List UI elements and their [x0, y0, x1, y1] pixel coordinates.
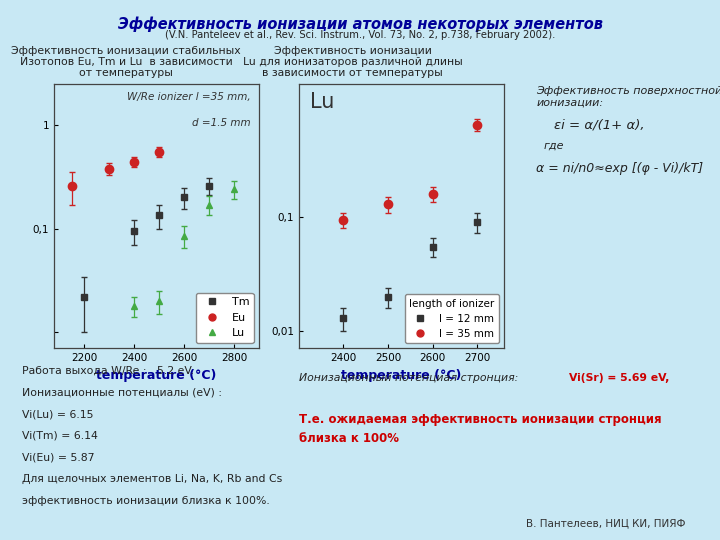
X-axis label: temperature (°C): temperature (°C): [341, 369, 462, 382]
Text: Изотопов Eu, Tm и Lu  в зависимости: Изотопов Eu, Tm и Lu в зависимости: [19, 57, 233, 67]
Text: Эффективность поверхностной: Эффективность поверхностной: [536, 86, 720, 97]
Legend: l = 12 mm, l = 35 mm: l = 12 mm, l = 35 mm: [405, 294, 499, 343]
Text: Эффективность ионизации: Эффективность ионизации: [274, 46, 432, 56]
Text: Эффективность ионизации стабильных: Эффективность ионизации стабильных: [12, 46, 240, 56]
Text: в зависимости от температуры: в зависимости от температуры: [262, 68, 444, 78]
Text: εi = α/(1+ α),: εi = α/(1+ α),: [554, 119, 645, 132]
Text: W/Re ionizer l =35 mm,: W/Re ionizer l =35 mm,: [127, 92, 251, 102]
Text: близка к 100%: близка к 100%: [299, 432, 399, 445]
Text: Vi(Lu) = 6.15: Vi(Lu) = 6.15: [22, 409, 93, 420]
Text: Работа выхода W/Re :   5.2 eV.: Работа выхода W/Re : 5.2 eV.: [22, 366, 194, 376]
Text: Vi(Eu) = 5.87: Vi(Eu) = 5.87: [22, 453, 94, 463]
Text: Lu для ионизаторов различной длины: Lu для ионизаторов различной длины: [243, 57, 463, 67]
Text: Ионизационный потенциал стронция:: Ионизационный потенциал стронция:: [299, 373, 521, 383]
Text: d =1.5 mm: d =1.5 mm: [192, 118, 251, 128]
X-axis label: temperature (°C): temperature (°C): [96, 369, 217, 382]
Text: где: где: [544, 140, 564, 151]
Text: Lu: Lu: [310, 92, 335, 112]
Text: Vi(Tm) = 6.14: Vi(Tm) = 6.14: [22, 431, 97, 441]
Text: эффективность ионизации близка к 100%.: эффективность ионизации близка к 100%.: [22, 496, 269, 506]
Text: от температуры: от температуры: [79, 68, 173, 78]
Text: α = ni/n0≈exp [(φ - Vi)/kT]: α = ni/n0≈exp [(φ - Vi)/kT]: [536, 162, 703, 175]
Text: (V.N. Panteleev et al., Rev. Sci. Instrum., Vol. 73, No. 2, p.738, February 2002: (V.N. Panteleev et al., Rev. Sci. Instru…: [165, 30, 555, 40]
Text: Vi(Sr) = 5.69 eV,: Vi(Sr) = 5.69 eV,: [569, 373, 669, 383]
Text: Для щелочных элементов Li, Na, K, Rb and Cs: Для щелочных элементов Li, Na, K, Rb and…: [22, 474, 282, 484]
Text: В. Пантелеев, НИЦ КИ, ПИЯФ: В. Пантелеев, НИЦ КИ, ПИЯФ: [526, 518, 685, 529]
Text: Т.е. ожидаемая эффективность ионизации стронция: Т.е. ожидаемая эффективность ионизации с…: [299, 413, 662, 426]
Text: Эффективность ионизации атомов некоторых элементов: Эффективность ионизации атомов некоторых…: [117, 16, 603, 32]
Text: Ионизационные потенциалы (eV) :: Ионизационные потенциалы (eV) :: [22, 388, 222, 398]
Text: ионизации:: ионизации:: [536, 97, 603, 107]
Legend: Tm, Eu, Lu: Tm, Eu, Lu: [196, 293, 253, 343]
